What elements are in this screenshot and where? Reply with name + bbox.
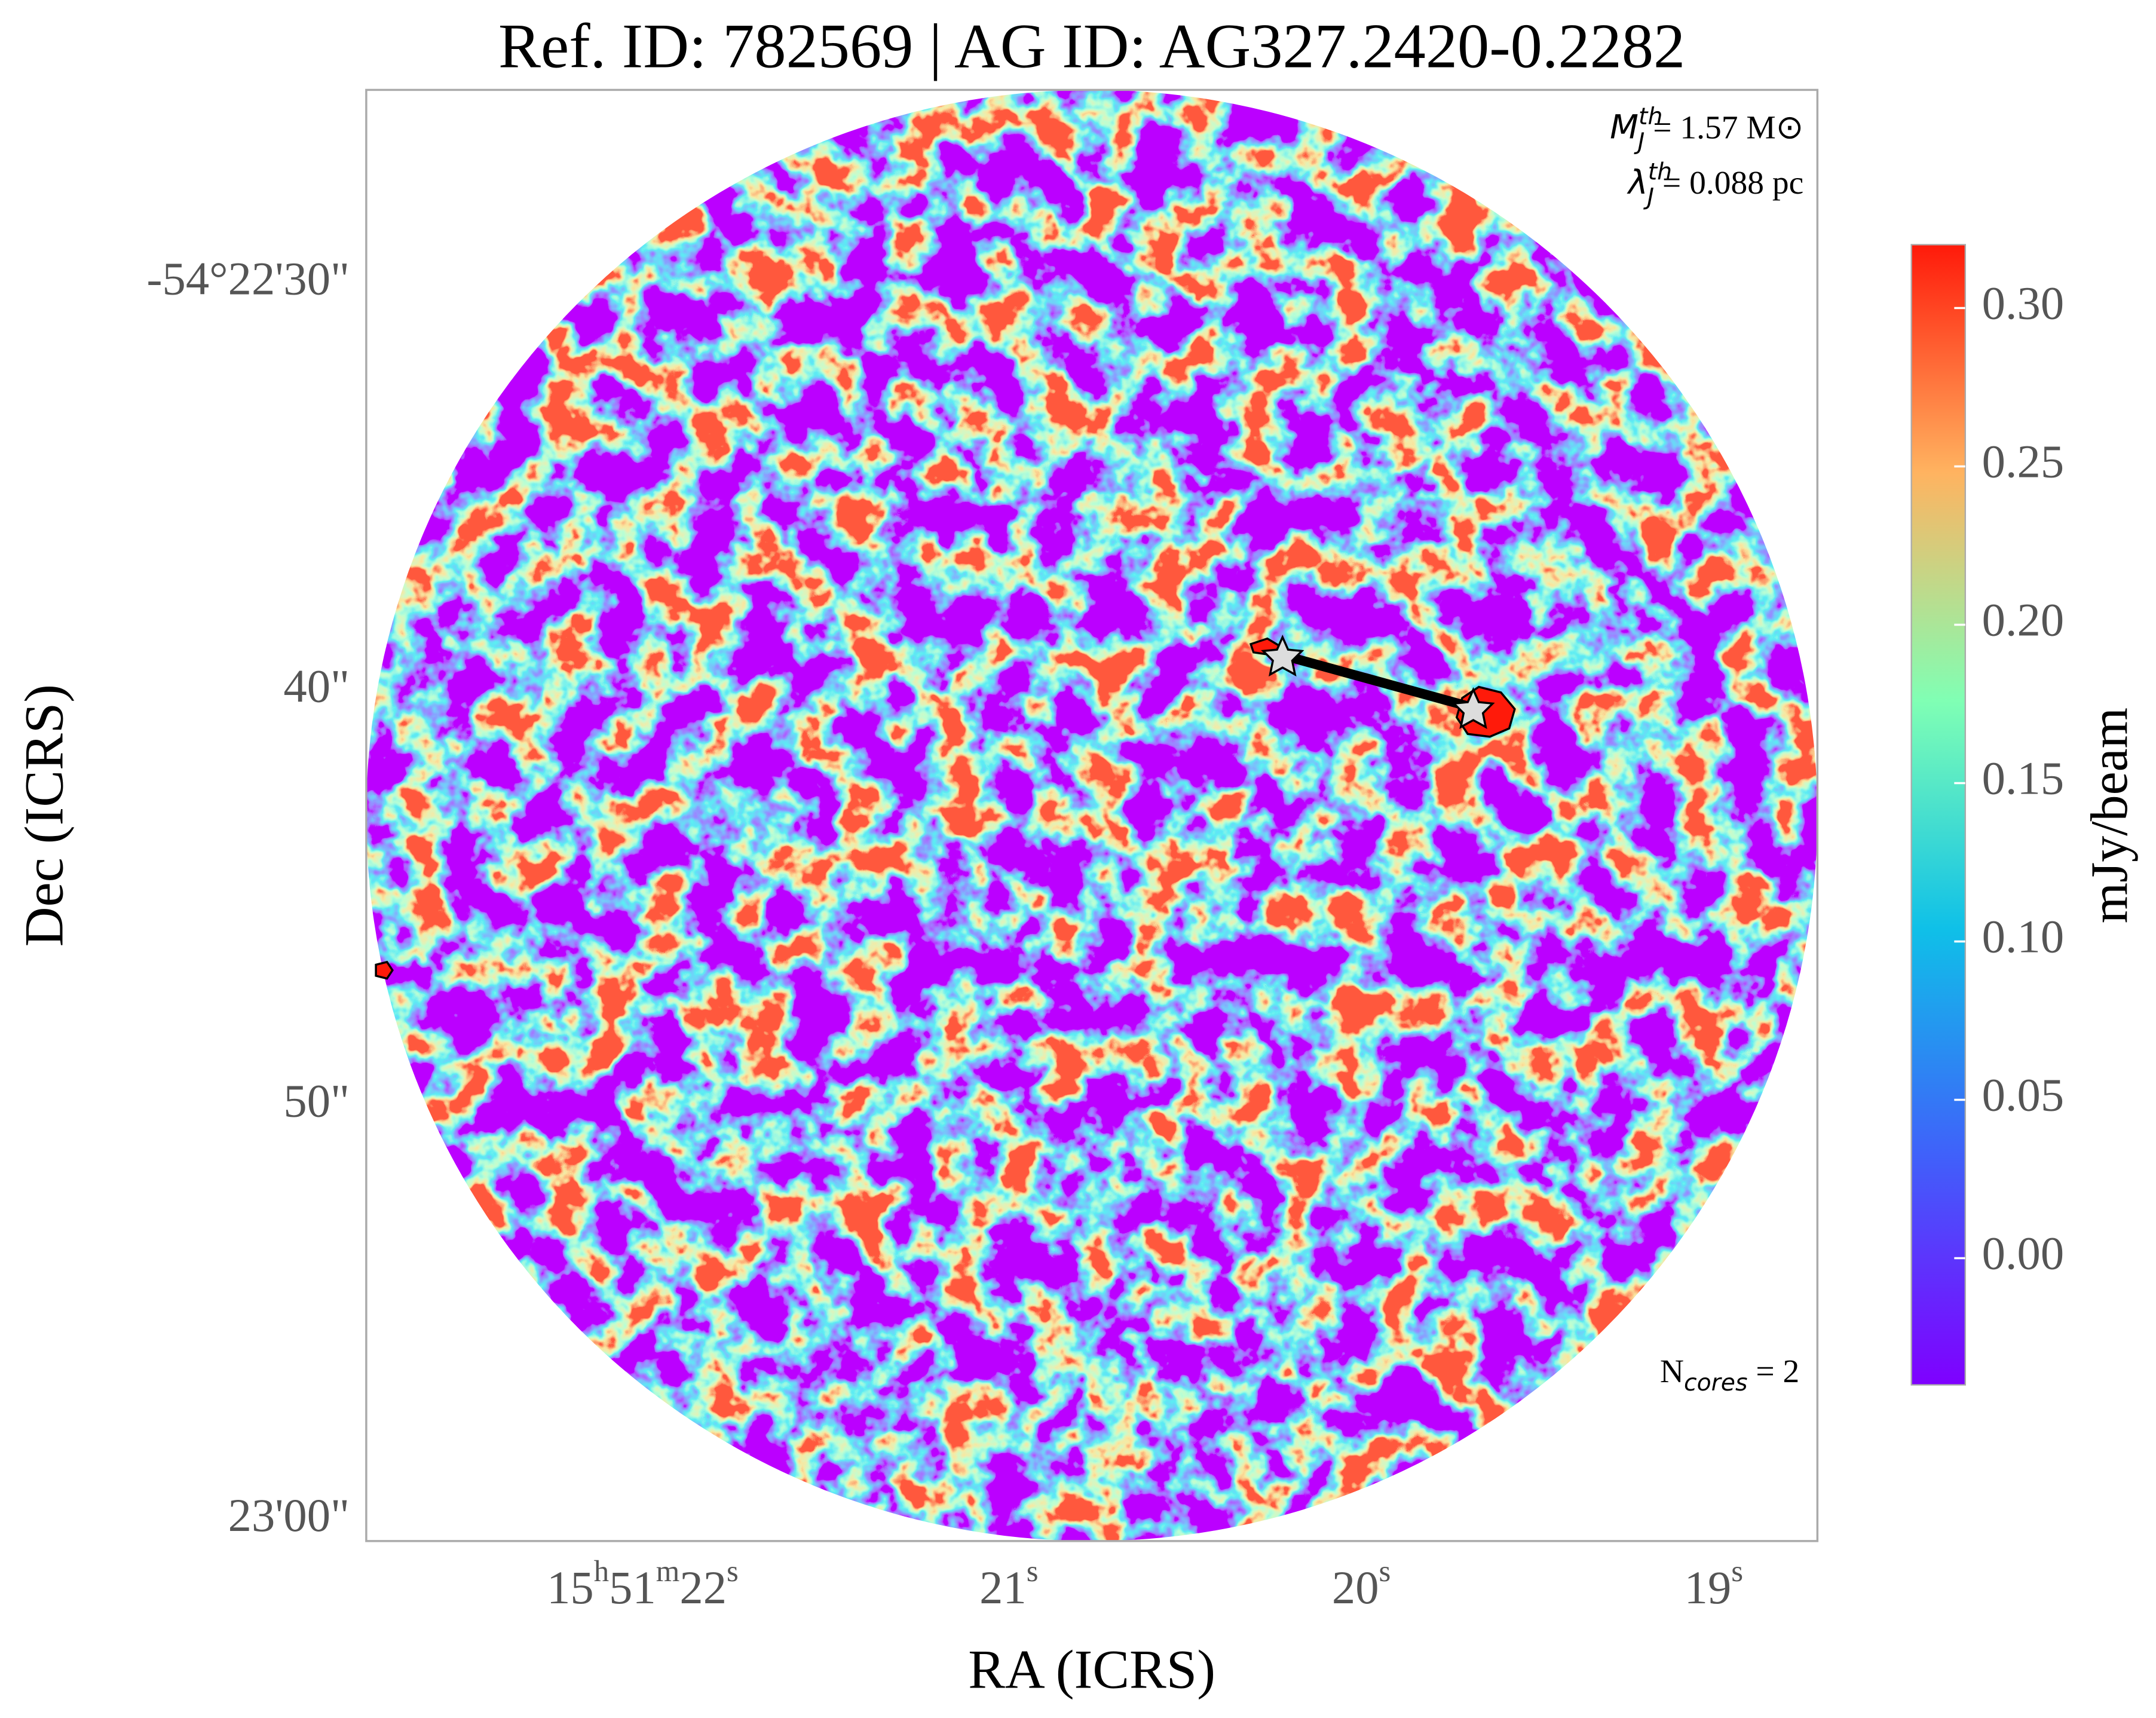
x-tick-number: 21	[979, 1562, 1027, 1614]
annotation-symbol: λ	[1627, 163, 1648, 202]
x-tick-label: 15h51m22s	[547, 1555, 739, 1614]
colorbar-tick-label: 0.15	[1982, 753, 2065, 805]
x-tick-unit: s	[727, 1555, 739, 1588]
x-tick-label: 19s	[1685, 1555, 1743, 1614]
colorbar-tick-label: 0.20	[1982, 595, 2065, 647]
colorbar-tick-label: 0.10	[1982, 911, 2065, 963]
annotation-text: = 2	[1747, 1353, 1799, 1390]
colorbar-tick-label: 0.30	[1982, 278, 2065, 330]
x-tick-unit: s	[1027, 1555, 1039, 1588]
annotation-text: = 0.088 pc	[1662, 165, 1803, 201]
cores	[375, 635, 1516, 980]
axes-frame	[365, 88, 1819, 1542]
x-tick-number: 15	[547, 1562, 594, 1614]
x-tick-label: 21s	[979, 1555, 1038, 1614]
annotation-text: = 1.57 M⊙	[1653, 109, 1803, 146]
y-axis-label: Dec (ICRS)	[14, 684, 75, 947]
annotation: Mth J = 1.57 M⊙	[1610, 103, 1803, 155]
annotation-sup: th	[1648, 159, 1672, 186]
sky-image	[366, 90, 1818, 1541]
x-tick-unit: s	[1379, 1555, 1391, 1588]
x-tick-number: 20	[1332, 1562, 1379, 1614]
x-axis-label: RA (ICRS)	[968, 1639, 1215, 1700]
x-tick-unit: m	[656, 1555, 680, 1588]
colorbar-tick-label: 0.05	[1982, 1070, 2065, 1122]
x-tick-unit: s	[1731, 1555, 1743, 1588]
y-tick-label: 23'00"	[228, 1490, 350, 1542]
x-tick-number: 51	[609, 1562, 656, 1614]
y-tick-label: -54°22'30"	[146, 253, 350, 305]
annotation-symbol: N	[1660, 1353, 1684, 1390]
y-tick-label: 40"	[283, 661, 350, 713]
x-tick-unit: h	[594, 1555, 609, 1588]
colorbar	[1910, 244, 1966, 1386]
annotation: Ncores = 2	[1660, 1353, 1799, 1397]
annotation-sub: cores	[1684, 1370, 1747, 1397]
chart-title: Ref. ID: 782569 | AG ID: AG327.2420-0.22…	[498, 11, 1685, 81]
y-tick-label: 50"	[283, 1075, 350, 1127]
x-tick-label: 20s	[1332, 1555, 1391, 1614]
colorbar-label: mJy/beam	[2081, 708, 2139, 923]
x-tick-number: 19	[1685, 1562, 1732, 1614]
annotation-symbol: M	[1610, 108, 1639, 146]
colorbar-tick-label: 0.00	[1982, 1228, 2065, 1280]
colorbar-tick-label: 0.25	[1982, 436, 2065, 488]
x-tick-number: 22	[679, 1562, 727, 1614]
annotation: λth J = 0.088 pc	[1627, 159, 1803, 211]
annotation-sup: th	[1639, 103, 1662, 130]
